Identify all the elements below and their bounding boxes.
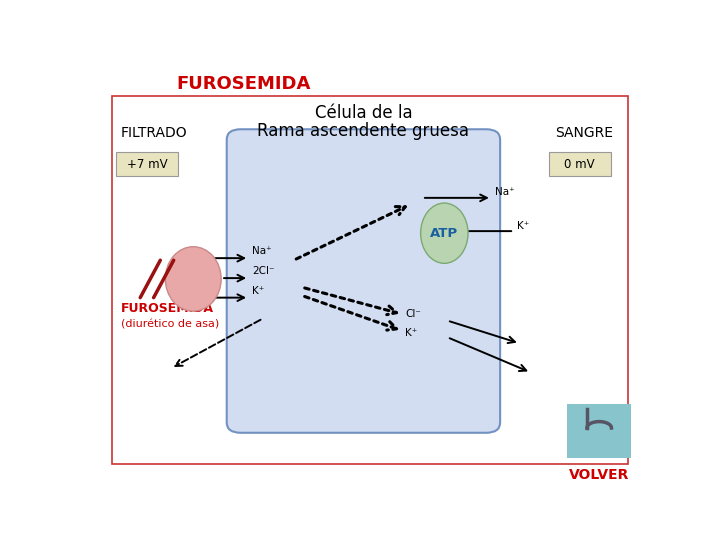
- FancyBboxPatch shape: [116, 152, 178, 176]
- Text: (diurético de asa): (diurético de asa): [121, 320, 219, 330]
- Text: Cl⁻: Cl⁻: [405, 309, 421, 319]
- Text: ATP: ATP: [431, 227, 459, 240]
- Text: Na⁺: Na⁺: [495, 187, 514, 197]
- Ellipse shape: [420, 203, 468, 264]
- Text: K⁺: K⁺: [517, 221, 529, 231]
- Text: FUROSEMIDA: FUROSEMIDA: [121, 301, 214, 314]
- Text: 0 mV: 0 mV: [564, 158, 595, 171]
- Text: Rama ascendente gruesa: Rama ascendente gruesa: [258, 122, 469, 140]
- Text: +7 mV: +7 mV: [127, 158, 168, 171]
- FancyBboxPatch shape: [227, 129, 500, 433]
- Text: FILTRADO: FILTRADO: [121, 126, 187, 140]
- Ellipse shape: [166, 247, 221, 311]
- FancyBboxPatch shape: [567, 404, 631, 458]
- Text: Na⁺: Na⁺: [252, 246, 271, 256]
- FancyBboxPatch shape: [549, 152, 611, 176]
- Text: VOLVER: VOLVER: [569, 468, 629, 482]
- Text: Célula de la: Célula de la: [315, 104, 413, 122]
- Text: FUROSEMIDA: FUROSEMIDA: [176, 75, 311, 93]
- Text: K⁺: K⁺: [252, 286, 264, 296]
- Text: K⁺: K⁺: [405, 328, 418, 338]
- Text: SANGRE: SANGRE: [555, 126, 613, 140]
- Text: 2Cl⁻: 2Cl⁻: [252, 266, 274, 276]
